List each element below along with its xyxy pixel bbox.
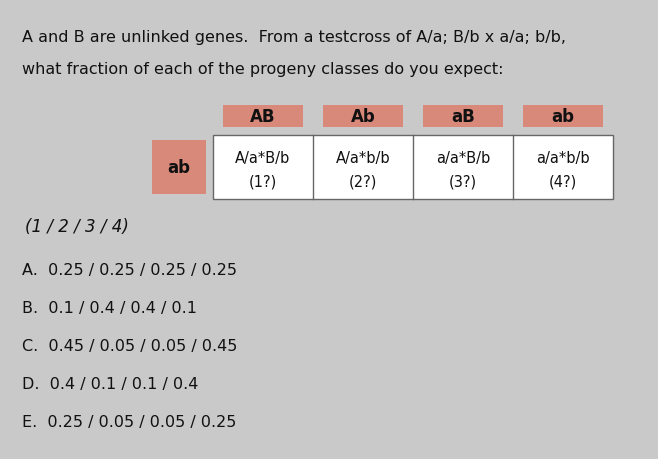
Text: what fraction of each of the progeny classes do you expect:: what fraction of each of the progeny cla… (22, 62, 503, 77)
Text: ab: ab (168, 159, 191, 177)
Text: C.  0.45 / 0.05 / 0.05 / 0.45: C. 0.45 / 0.05 / 0.05 / 0.45 (22, 338, 238, 353)
Text: a/a*B/b: a/a*B/b (436, 151, 490, 166)
Bar (213, 136, 613, 200)
Text: (2?): (2?) (349, 174, 377, 189)
Text: AB: AB (250, 108, 276, 126)
Text: E.  0.25 / 0.05 / 0.05 / 0.25: E. 0.25 / 0.05 / 0.05 / 0.25 (22, 414, 236, 429)
Bar (323, 106, 403, 128)
Text: (1 / 2 / 3 / 4): (1 / 2 / 3 / 4) (25, 218, 129, 235)
Bar (152, 141, 206, 195)
Text: ab: ab (551, 108, 574, 126)
Text: A/a*B/b: A/a*B/b (236, 151, 291, 166)
Text: aB: aB (451, 108, 475, 126)
Text: (3?): (3?) (449, 174, 477, 189)
Text: B.  0.1 / 0.4 / 0.4 / 0.1: B. 0.1 / 0.4 / 0.4 / 0.1 (22, 300, 197, 315)
Text: D.  0.4 / 0.1 / 0.1 / 0.4: D. 0.4 / 0.1 / 0.1 / 0.4 (22, 376, 198, 391)
Text: A/a*b/b: A/a*b/b (336, 151, 390, 166)
Bar (523, 106, 603, 128)
Text: a/a*b/b: a/a*b/b (536, 151, 590, 166)
Text: A.  0.25 / 0.25 / 0.25 / 0.25: A. 0.25 / 0.25 / 0.25 / 0.25 (22, 263, 237, 277)
Text: (1?): (1?) (249, 174, 277, 189)
Bar (223, 106, 303, 128)
Bar (423, 106, 503, 128)
Text: Ab: Ab (351, 108, 375, 126)
Text: (4?): (4?) (549, 174, 577, 189)
Text: A and B are unlinked genes.  From a testcross of A/a; B/b x a/a; b/b,: A and B are unlinked genes. From a testc… (22, 30, 566, 45)
